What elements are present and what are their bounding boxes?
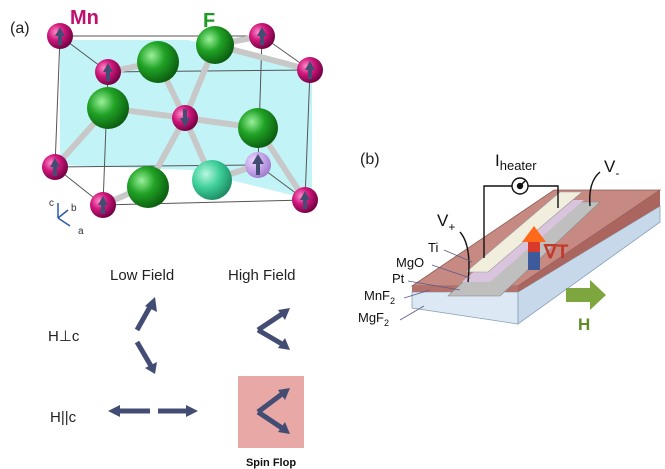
row-par-label: H||c: [50, 409, 77, 426]
spin-arrow: [256, 409, 284, 431]
axis-a-label: a: [78, 226, 84, 237]
grad-arrow-head: [522, 226, 546, 242]
heater-circuit: [483, 177, 559, 258]
f-atom: [137, 41, 179, 83]
field-arrow: [566, 280, 606, 310]
row-perp-label: H⊥c: [48, 328, 80, 345]
grad-arrow-lower: [528, 252, 540, 270]
f-atom: [127, 166, 169, 208]
layer-label-pt: Pt: [392, 271, 405, 286]
spin-arrow: [134, 303, 154, 332]
grad-t-label: ∇T: [543, 242, 569, 263]
panel-b-label: (b): [360, 151, 380, 168]
f-atom: [87, 87, 129, 129]
axis-c-label: c: [49, 198, 54, 209]
high-field-header: High Field: [228, 267, 296, 284]
layer-label-mgf2: MgF2: [358, 310, 389, 328]
panel-b: (b) Iheater V+ V- ∇T: [358, 151, 662, 334]
layer-label-ti: Ti: [428, 240, 438, 255]
axis-b-label: b: [71, 203, 77, 214]
spin-flop-label: Spin Flop: [246, 457, 296, 469]
v-plus-lead: [459, 231, 470, 283]
v-plus-label: V+: [437, 211, 455, 234]
ti-heater: [465, 191, 583, 273]
spin-arrows: [50, 27, 315, 214]
panel-a-label: (a): [10, 20, 30, 37]
mgf2-substrate-side: [411, 291, 519, 325]
axes-triad: [57, 203, 71, 227]
spin-arrow: [256, 392, 284, 414]
mn-label: Mn: [70, 7, 99, 29]
grad-arrow-upper: [528, 240, 540, 252]
heater-current-label: Iheater: [495, 151, 537, 173]
v-minus-label: V-: [604, 157, 619, 180]
v-minus-lead: [589, 171, 601, 207]
spin-arrow: [134, 340, 154, 368]
f-atom: [238, 108, 278, 148]
field-label: H: [578, 315, 590, 334]
panel-a: (a): [10, 7, 323, 469]
f-atom: [196, 26, 234, 64]
spin-flop-box: [238, 376, 304, 448]
spin-config-arrows: [108, 297, 290, 434]
layer-leaders: [399, 249, 473, 321]
f-atoms: [87, 26, 278, 208]
f-atom: [192, 160, 232, 200]
low-field-header: Low Field: [110, 267, 174, 284]
mgf2-substrate-edge: [517, 205, 661, 325]
f-label: F: [203, 10, 215, 32]
layer-label-mnf2: MnF2: [364, 288, 395, 306]
spin-arrow: [256, 311, 284, 333]
spin-arrow: [256, 327, 284, 347]
layer-label-mgo: MgO: [396, 255, 424, 270]
mnf2-layer-side: [518, 190, 660, 292]
